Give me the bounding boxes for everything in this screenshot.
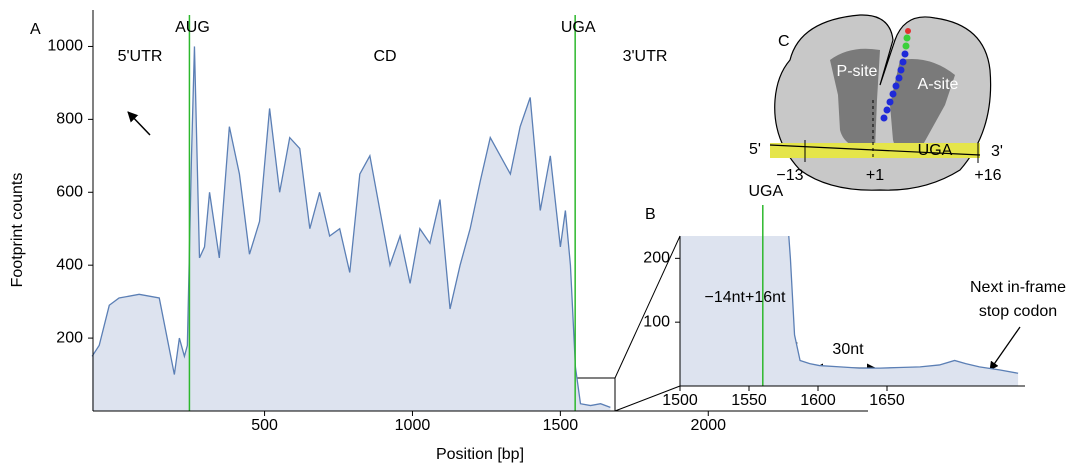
annotation: Next in-frame bbox=[970, 279, 1066, 296]
peptide-chain bbox=[880, 28, 911, 122]
arrow bbox=[127, 111, 151, 136]
x-tick-label: 500 bbox=[251, 417, 278, 434]
annotation: stop codon bbox=[979, 303, 1057, 320]
y-tick-label: 100 bbox=[643, 313, 670, 330]
diagram-label: A-site bbox=[918, 76, 959, 93]
zoom-line bbox=[614, 385, 681, 412]
y-tick-label: 200 bbox=[643, 250, 670, 267]
y-tick-label: 1000 bbox=[47, 38, 83, 55]
p-site-pocket bbox=[830, 48, 880, 150]
y-tick-label: 800 bbox=[56, 111, 83, 128]
x-tick-label: 1550 bbox=[731, 392, 767, 409]
annotation: 5'UTR bbox=[118, 48, 163, 65]
y-tick-label: 600 bbox=[56, 183, 83, 200]
x-tick-label: 1000 bbox=[395, 417, 431, 434]
y-tick-label: 400 bbox=[56, 256, 83, 273]
ribosome bbox=[774, 14, 992, 191]
y-tick-label: 200 bbox=[56, 329, 83, 346]
marker-label: AUG bbox=[175, 19, 210, 36]
x-tick-label: 2000 bbox=[690, 417, 726, 434]
annotation: 30nt bbox=[832, 341, 864, 358]
zoom-line bbox=[614, 235, 681, 379]
x-tick-label: 1500 bbox=[662, 392, 698, 409]
arrow bbox=[989, 326, 1021, 371]
annotation: CD bbox=[373, 48, 396, 65]
diagram-label: +1 bbox=[866, 167, 884, 184]
x-tick-label: 1500 bbox=[543, 417, 579, 434]
annotation: −14nt+16nt bbox=[705, 289, 787, 306]
diagram-label: P-site bbox=[837, 63, 878, 80]
x-tick-label: 1600 bbox=[800, 392, 836, 409]
diagram-label: 3' bbox=[991, 143, 1003, 160]
series bbox=[680, 236, 1019, 386]
diagram-label: +16 bbox=[974, 167, 1001, 184]
panel-label: C bbox=[778, 33, 790, 50]
panel-label: B bbox=[645, 206, 656, 223]
annotation: 3'UTR bbox=[623, 48, 668, 65]
area-fill bbox=[92, 46, 611, 412]
y-axis-label: Footprint counts bbox=[9, 173, 26, 288]
x-tick-label: 1650 bbox=[869, 392, 905, 409]
diagram-label: 5' bbox=[749, 141, 761, 158]
series bbox=[91, 46, 611, 412]
marker-label: UGA bbox=[561, 19, 596, 36]
area-fill bbox=[680, 236, 1019, 386]
area-line bbox=[788, 236, 1019, 374]
diagram-label: UGA bbox=[918, 142, 953, 159]
ribosome-diagram bbox=[769, 14, 992, 191]
panel-label: A bbox=[30, 21, 41, 38]
diagram-label: −13 bbox=[776, 167, 803, 184]
a-site-pocket bbox=[890, 59, 955, 151]
marker-label: UGA bbox=[748, 183, 783, 200]
x-axis-label: Position [bp] bbox=[436, 446, 524, 463]
